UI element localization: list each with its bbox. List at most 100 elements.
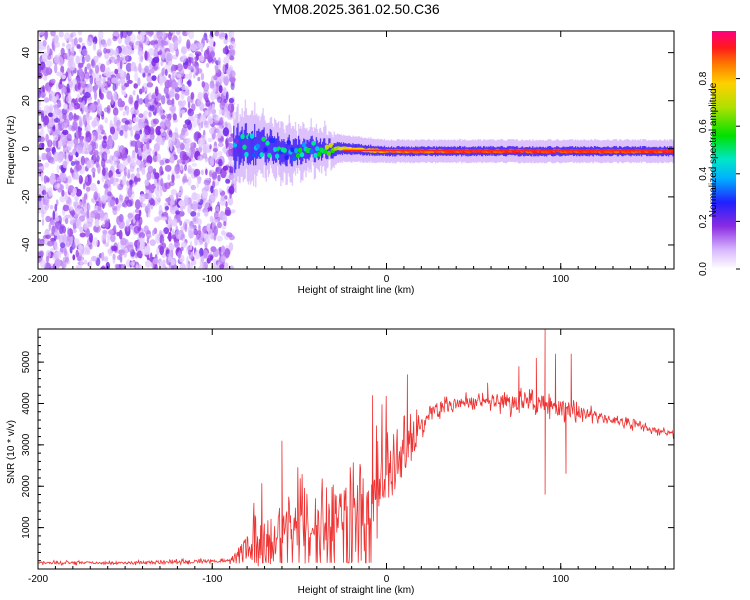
noise-blob xyxy=(132,117,140,123)
noise-blob xyxy=(79,78,87,89)
noise-blob xyxy=(154,196,158,206)
noise-blob xyxy=(189,240,193,251)
ridge-band xyxy=(290,144,293,167)
noise-blob xyxy=(66,50,70,61)
noise-blob xyxy=(118,229,123,240)
noise-blob xyxy=(45,133,49,143)
noise-blob xyxy=(229,76,236,83)
noise-blob xyxy=(207,228,213,238)
noise-blob xyxy=(168,244,175,251)
noise-blob xyxy=(193,169,199,178)
noise-blob xyxy=(138,118,145,129)
noise-blob xyxy=(38,154,41,161)
noise-blob xyxy=(136,172,141,179)
noise-blob xyxy=(134,133,141,141)
ridge-core xyxy=(311,140,316,146)
noise-blob xyxy=(138,147,142,157)
noise-blob xyxy=(48,139,52,150)
noise-blob xyxy=(117,203,122,209)
noise-blob xyxy=(41,218,45,226)
noise-blob xyxy=(114,68,119,75)
ridge-core xyxy=(294,148,299,154)
x-tick-label: 0 xyxy=(384,274,390,285)
noise-blob xyxy=(69,72,72,80)
noise-blob xyxy=(159,246,165,255)
noise-blob xyxy=(38,200,44,207)
noise-blob xyxy=(187,176,192,186)
noise-blob xyxy=(53,231,60,236)
noise-blob xyxy=(91,198,95,203)
noise-blob xyxy=(97,205,102,212)
noise-blob xyxy=(88,259,93,269)
noise-blob xyxy=(100,125,103,131)
noise-blob xyxy=(229,55,235,61)
noise-blob xyxy=(161,40,169,46)
noise-blob xyxy=(202,199,209,209)
noise-blob xyxy=(87,204,91,211)
noise-blob xyxy=(135,264,139,269)
noise-blob xyxy=(62,52,68,60)
noise-blob xyxy=(78,141,85,148)
noise-blob xyxy=(99,92,104,100)
noise-blob xyxy=(70,47,75,57)
noise-blob xyxy=(62,226,67,234)
noise-blob xyxy=(200,230,204,238)
ridge-band xyxy=(234,138,236,173)
noise-blob xyxy=(130,66,135,72)
noise-blob xyxy=(159,159,165,166)
ridge-core xyxy=(309,148,314,155)
x-tick-label: -100 xyxy=(202,274,222,285)
noise-blob xyxy=(117,80,121,86)
noise-blob xyxy=(126,180,130,187)
noise-blob xyxy=(162,259,166,265)
noise-blob xyxy=(54,203,58,212)
noise-blob xyxy=(79,102,85,109)
noise-blob xyxy=(81,196,85,207)
noise-blob xyxy=(204,184,210,192)
noise-blob xyxy=(176,63,183,72)
noise-blob xyxy=(62,160,68,169)
noise-blob xyxy=(217,216,221,222)
noise-blob xyxy=(56,164,60,174)
noise-blob xyxy=(91,59,95,67)
noise-blob xyxy=(176,147,182,154)
noise-blob xyxy=(219,100,226,111)
noise-blob xyxy=(141,138,145,143)
snr-panel: -200 -100 0 100 1000 2000 3000 4000 5000 Height … xyxy=(6,328,675,596)
ridge-core xyxy=(315,146,320,152)
noise-blob xyxy=(229,166,234,176)
noise-blob xyxy=(161,52,166,61)
spectrogram-marks xyxy=(38,31,674,269)
noise-blob xyxy=(174,166,181,174)
noise-blob xyxy=(219,33,222,38)
noise-blob xyxy=(96,155,100,162)
noise-blob xyxy=(172,264,179,269)
noise-blob xyxy=(122,157,129,166)
x-tick-label: 100 xyxy=(552,274,569,285)
noise-blob xyxy=(209,127,215,135)
noise-blob xyxy=(197,115,201,127)
ridge-band xyxy=(284,141,286,165)
noise-blob xyxy=(161,216,168,221)
noise-blob xyxy=(207,118,214,125)
noise-blob xyxy=(134,100,139,110)
noise-blob xyxy=(228,156,234,161)
noise-blob xyxy=(111,77,119,84)
noise-blob xyxy=(211,103,216,110)
noise-blob xyxy=(219,117,223,126)
noise-blob xyxy=(225,63,229,69)
noise-blob xyxy=(101,251,105,262)
noise-blob xyxy=(48,222,51,232)
noise-blob xyxy=(124,120,130,125)
noise-blob xyxy=(59,78,63,85)
noise-blob xyxy=(224,34,228,41)
noise-blob xyxy=(165,197,171,203)
noise-blob xyxy=(78,37,83,43)
noise-blob xyxy=(44,31,48,41)
noise-blob xyxy=(176,31,181,36)
noise-blob xyxy=(187,164,192,175)
noise-blob xyxy=(41,142,45,149)
noise-blob xyxy=(151,229,155,237)
noise-blob xyxy=(217,142,224,147)
noise-blob xyxy=(111,245,118,252)
